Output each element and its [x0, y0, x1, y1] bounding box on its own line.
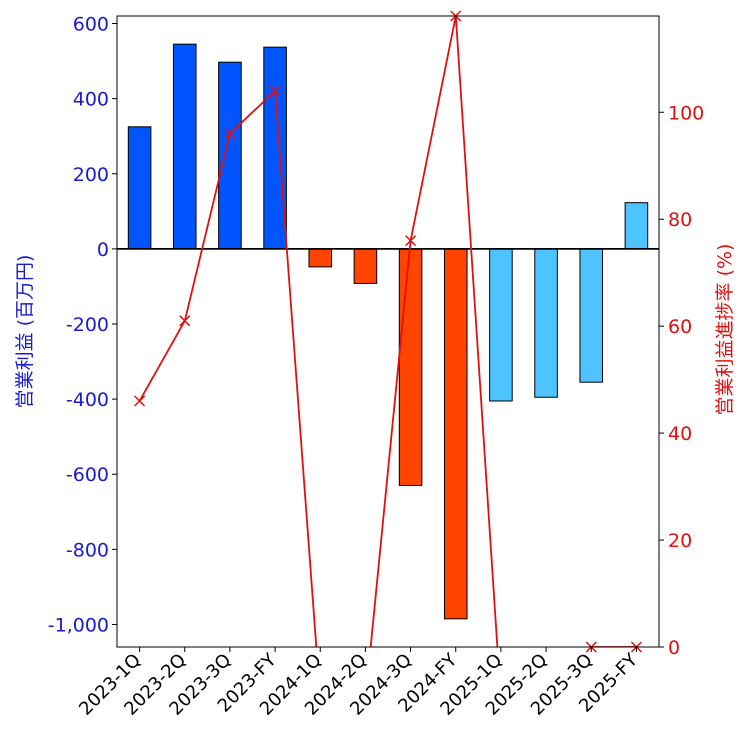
- bar-2024-1Q: [308, 248, 333, 268]
- right-axis-label: 営業利益進捗率 (%): [714, 244, 736, 416]
- progress-marker-2023-FY: [269, 85, 281, 97]
- progress-marker-2023-2Q: [179, 315, 191, 327]
- left-tick-label: 600: [73, 14, 109, 36]
- left-tick-label: 200: [73, 164, 109, 186]
- bar-2025-1Q: [489, 248, 513, 402]
- bar-2025-2Q: [534, 248, 558, 398]
- left-axis-ticks: 600 400 200 0 -200 -400 -600 -800 -1,000: [48, 14, 117, 636]
- bar-2024-2Q: [353, 248, 378, 284]
- bar-2023-3Q: [218, 61, 242, 250]
- right-tick-label: 60: [668, 316, 692, 338]
- progress-marker-2023-3Q: [224, 128, 236, 140]
- right-tick-label: 0: [668, 637, 680, 659]
- progress-marker-2024-3Q: [405, 235, 417, 247]
- right-tick-label: 80: [668, 209, 692, 231]
- left-tick-label: -800: [66, 539, 109, 561]
- progress-line-clip: [138, 16, 637, 647]
- left-tick-label: -400: [66, 389, 109, 411]
- left-tick-label: -1,000: [48, 614, 109, 636]
- bar-series: [127, 43, 649, 620]
- bar-2024-3Q: [398, 248, 423, 486]
- left-axis-label: 営業利益 (百万円): [14, 255, 36, 409]
- bar-2024-FY: [443, 248, 468, 620]
- progress-line-series: [134, 10, 642, 653]
- bar-2023-FY: [263, 46, 287, 250]
- bar-2023-2Q: [172, 43, 197, 250]
- x-axis-ticks: 2023-1Q2023-2Q2023-3Q2023-FY2024-1Q2024-…: [75, 647, 643, 720]
- left-tick-label: 400: [73, 89, 109, 111]
- bar-2025-FY: [624, 202, 649, 250]
- left-tick-label: 0: [97, 239, 109, 261]
- bar-2023-1Q: [127, 126, 152, 250]
- left-tick-label: -200: [66, 314, 109, 336]
- right-tick-label: 20: [668, 530, 692, 552]
- progress-marker-2023-1Q: [134, 395, 146, 407]
- plot-frame: [116, 15, 660, 648]
- bar-2025-3Q: [579, 248, 604, 383]
- right-axis-ticks: 100 80 60 40 20 0: [659, 102, 704, 659]
- right-tick-label: 40: [668, 423, 692, 445]
- right-tick-label: 100: [668, 102, 704, 124]
- progress-line: [138, 16, 637, 647]
- left-tick-label: -600: [66, 464, 109, 486]
